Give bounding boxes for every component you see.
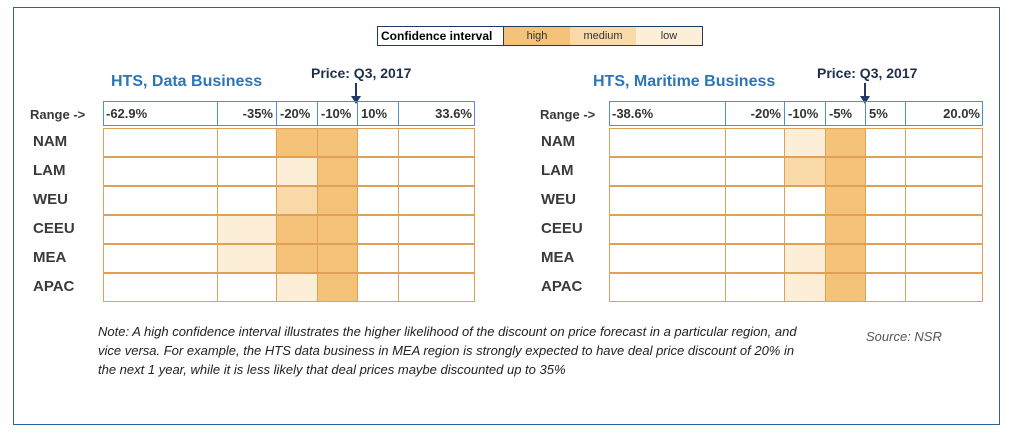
range-tick-label: 5% — [865, 102, 905, 125]
heatmap-row — [103, 186, 475, 215]
heatmap-cell-apac-2 — [784, 273, 825, 302]
heatmap-row — [103, 244, 475, 273]
range-tick-label: -20% — [725, 102, 784, 125]
region-label-lam: LAM — [541, 162, 574, 179]
heatmap-row — [103, 157, 475, 186]
range-tick-label: -20% — [276, 102, 317, 125]
legend-item-high: high — [504, 27, 570, 45]
heatmap-cell-lam-3 — [825, 157, 865, 186]
source-label: Source: NSR — [866, 329, 942, 344]
heatmap-cell-ceeu-2 — [276, 215, 317, 244]
grid-divider — [725, 128, 726, 302]
range-tick-label: 20.0% — [905, 102, 983, 125]
region-label-mea: MEA — [541, 249, 575, 266]
heatmap-cell-apac-2 — [276, 273, 317, 302]
heatmap-cell-lam-3 — [317, 157, 357, 186]
region-label-mea: MEA — [33, 249, 67, 266]
heatmap-cell-mea-3 — [825, 244, 865, 273]
chart-title-maritime: HTS, Maritime Business — [593, 73, 776, 90]
heatmap-cell-ceeu-3 — [317, 215, 357, 244]
heatmap-cell-mea-2 — [784, 244, 825, 273]
range-tick-label: 33.6% — [398, 102, 475, 125]
heatmap-cell-mea-3 — [317, 244, 357, 273]
grid-divider — [865, 128, 866, 302]
heatmap-cell-ceeu-1 — [217, 215, 276, 244]
chart-title-data: HTS, Data Business — [111, 73, 263, 90]
range-label-maritime: Range -> — [540, 107, 596, 122]
heatmap-cell-apac-3 — [825, 273, 865, 302]
grid-divider — [784, 128, 785, 302]
grid-divider — [217, 128, 218, 302]
footnote: Note: A high confidence interval illustr… — [98, 324, 797, 377]
region-label-ceeu: CEEU — [33, 220, 75, 237]
heatmap-row — [609, 273, 983, 302]
range-tick-label: -10% — [317, 102, 357, 125]
heatmap-row — [609, 215, 983, 244]
price-label-data: Price: Q3, 2017 — [311, 65, 412, 81]
heatmap-cell-ceeu-3 — [825, 215, 865, 244]
heatmap-row — [609, 157, 983, 186]
grid-divider — [276, 128, 277, 302]
heatmap-row — [609, 128, 983, 157]
heatmap-cell-nam-2 — [276, 128, 317, 157]
grid-divider — [317, 128, 318, 302]
range-tick-label: -35% — [217, 102, 276, 125]
heatmap-cell-weu-3 — [825, 186, 865, 215]
grid-divider — [905, 128, 906, 302]
range-tick-label: -5% — [825, 102, 865, 125]
price-arrow-head-data — [351, 96, 361, 104]
region-label-ceeu: CEEU — [541, 220, 583, 237]
heatmap-row — [103, 273, 475, 302]
heatmap-cell-nam-2 — [784, 128, 825, 157]
heatmap-row — [609, 186, 983, 215]
range-header-row: -62.9% -35% -20% -10% 10% 33.6% — [103, 101, 475, 126]
price-arrow-head-maritime — [860, 96, 870, 104]
range-tick-label: -38.6% — [612, 106, 654, 121]
region-label-apac: APAC — [541, 278, 583, 295]
heatmap-row — [103, 215, 475, 244]
legend: Confidence interval high medium low — [377, 26, 703, 46]
legend-item-medium: medium — [570, 27, 636, 45]
range-label-data: Range -> — [30, 107, 86, 122]
heatmap-row — [609, 244, 983, 273]
heatmap-row — [103, 128, 475, 157]
price-label-maritime: Price: Q3, 2017 — [817, 65, 918, 81]
region-label-nam: NAM — [541, 133, 576, 150]
heatmap-cell-lam-2 — [784, 157, 825, 186]
heatmap-cell-mea-2 — [276, 244, 317, 273]
grid-divider — [398, 128, 399, 302]
heatmap-cell-weu-2 — [276, 186, 317, 215]
grid-divider — [825, 128, 826, 302]
heatmap-cell-nam-3 — [317, 128, 357, 157]
heatmap-cell-mea-1 — [217, 244, 276, 273]
heatmap-cell-apac-3 — [317, 273, 357, 302]
region-label-weu: WEU — [33, 191, 68, 208]
legend-title: Confidence interval — [378, 27, 504, 45]
range-tick-label: 10% — [357, 102, 398, 125]
heatmap-cell-lam-2 — [276, 157, 317, 186]
region-label-apac: APAC — [33, 278, 75, 295]
heatmap-cell-weu-3 — [317, 186, 357, 215]
range-tick-label: -62.9% — [106, 106, 148, 121]
region-label-lam: LAM — [33, 162, 66, 179]
price-arrow-data — [355, 83, 357, 98]
region-label-nam: NAM — [33, 133, 68, 150]
grid-divider — [357, 128, 358, 302]
range-header-row: -38.6% -20% -10% -5% 5% 20.0% — [609, 101, 983, 126]
region-label-weu: WEU — [541, 191, 576, 208]
price-arrow-maritime — [864, 83, 866, 98]
range-tick-label: -10% — [784, 102, 825, 125]
legend-item-low: low — [636, 27, 702, 45]
heatmap-cell-nam-3 — [825, 128, 865, 157]
